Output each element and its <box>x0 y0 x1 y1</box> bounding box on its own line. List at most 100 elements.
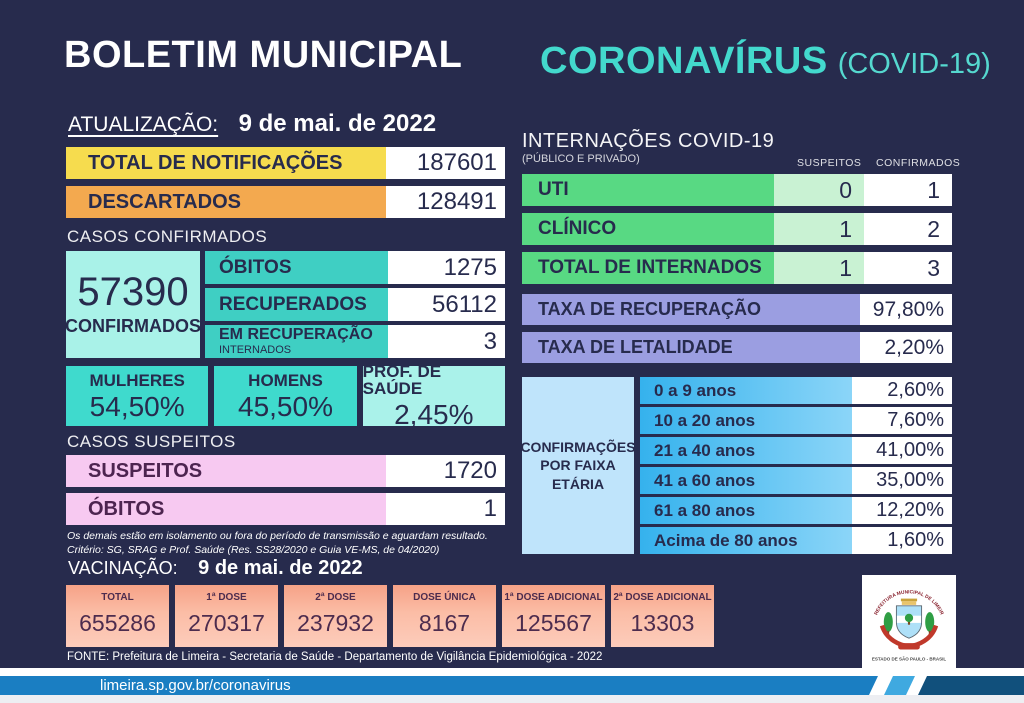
brand-heading: CORONAVÍRUS (COVID-19) <box>540 40 991 83</box>
recovery-rate-value: 97,80% <box>860 294 952 325</box>
table-row: TOTAL DE INTERNADOS 1 3 <box>522 252 952 284</box>
suspects-label: SUSPEITOS <box>66 455 386 487</box>
notifications-table: TOTAL DE NOTIFICAÇÕES 187601 DESCARTADOS… <box>66 147 505 218</box>
clinical-confirmed-value: 2 <box>864 213 952 245</box>
age-61-80-label: 61 a 80 anos <box>640 497 852 524</box>
suspects-table: SUSPEITOS 1720 ÓBITOS 1 <box>66 455 505 525</box>
table-row: RECUPERADOS 56112 <box>205 288 505 321</box>
women-box: MULHERES 54,50% <box>66 366 209 426</box>
suspect-deaths-value: 1 <box>386 493 505 525</box>
age-41-60-value: 35,00% <box>852 467 952 494</box>
age-groups-side-label: CONFIRMAÇÕES POR FAIXA ETÁRIA <box>520 377 636 554</box>
men-value: 45,50% <box>238 390 333 422</box>
age-80-plus-value: 1,60% <box>852 527 952 554</box>
men-box: HOMENS 45,50% <box>214 366 357 426</box>
footer-url: limeira.sp.gov.br/coronavirus <box>100 677 291 694</box>
total-notifications-label: TOTAL DE NOTIFICAÇÕES <box>66 147 386 179</box>
lethality-rate-label: TAXA DE LETALIDADE <box>522 332 860 363</box>
in-recovery-sublabel: INTERNADOS <box>219 344 292 356</box>
page-title: BOLETIM MUNICIPAL <box>64 34 463 76</box>
total-hospitalized-confirmed-value: 3 <box>864 252 952 284</box>
table-row: TOTAL DE NOTIFICAÇÕES 187601 <box>66 147 505 179</box>
health-professionals-box: PROF. DE SAÚDE 2,45% <box>362 362 505 430</box>
suspects-notes: Os demais estão em isolamento ou fora do… <box>67 530 512 557</box>
recovery-rate-label: TAXA DE RECUPERAÇÃO <box>522 294 860 325</box>
confirmed-total-box: 57390 CONFIRMADOS <box>65 251 201 358</box>
crest-crown-base <box>901 601 917 605</box>
crest-bottom-text: ESTADO DE SÃO PAULO - BRASIL <box>872 656 947 662</box>
rates-table: TAXA DE RECUPERAÇÃO 97,80% TAXA DE LETAL… <box>522 294 952 363</box>
logo-box: PREFEITURA MUNICIPAL DE LIMEIRA ESTADO D… <box>862 575 956 669</box>
table-row: SUSPEITOS 1720 <box>66 455 505 487</box>
footer-bar: limeira.sp.gov.br/coronavirus <box>0 676 1024 695</box>
limeira-crest-logo: PREFEITURA MUNICIPAL DE LIMEIRA ESTADO D… <box>864 577 947 662</box>
table-row: 61 a 80 anos 12,20% <box>640 497 952 524</box>
table-row: 10 a 20 anos 7,60% <box>640 407 952 434</box>
table-row: CLÍNICO 1 2 <box>522 213 952 245</box>
footer-bar-blue <box>0 676 878 695</box>
clinical-label: CLÍNICO <box>522 213 774 245</box>
vaccination-dose1-label: 1ª DOSE <box>206 592 247 603</box>
footer-stripe-dark <box>918 676 1024 695</box>
source-note: FONTE: Prefeitura de Limeira - Secretari… <box>67 651 603 663</box>
lethality-rate-value: 2,20% <box>860 332 952 363</box>
health-professionals-value: 2,45% <box>394 399 474 430</box>
table-row: EM RECUPERAÇÃO INTERNADOS 3 <box>205 325 505 358</box>
deaths-value: 1275 <box>388 251 505 284</box>
table-row: Acima de 80 anos 1,60% <box>640 527 952 554</box>
vaccination-single-dose-label: DOSE ÚNICA <box>413 592 476 603</box>
vaccination-total-label: TOTAL <box>101 592 134 603</box>
icu-confirmed-value: 1 <box>864 174 952 206</box>
footer-stripe-light-blue <box>884 676 915 695</box>
age-80-plus-label: Acima de 80 anos <box>640 527 852 554</box>
vaccination-cell-dose1: 1ª DOSE 270317 <box>175 585 278 647</box>
confirmed-total-value: 57390 <box>77 270 189 314</box>
vaccination-dose2-label: 2ª DOSE <box>315 592 356 603</box>
update-line: ATUALIZAÇÃO: 9 de mai. de 2022 <box>68 110 436 138</box>
crest-tree <box>904 613 914 623</box>
age-groups-table: CONFIRMAÇÕES POR FAIXA ETÁRIA 0 a 9 anos… <box>520 377 952 554</box>
crest-left-tree <box>883 612 893 632</box>
table-row: ÓBITOS 1275 <box>205 251 505 284</box>
suspects-value: 1720 <box>386 455 505 487</box>
table-row: UTI 0 1 <box>522 174 952 206</box>
confirmed-section-label: CASOS CONFIRMADOS <box>67 227 268 246</box>
vaccination-dose2-value: 237932 <box>297 610 374 636</box>
update-label: ATUALIZAÇÃO: <box>68 113 219 136</box>
table-row: TAXA DE LETALIDADE 2,20% <box>522 332 952 363</box>
age-0-9-label: 0 a 9 anos <box>640 377 852 404</box>
table-row: 0 a 9 anos 2,60% <box>640 377 952 404</box>
footer-white-strip <box>0 668 1024 676</box>
total-hospitalized-label: TOTAL DE INTERNADOS <box>522 252 774 284</box>
table-row: TAXA DE RECUPERAÇÃO 97,80% <box>522 294 952 325</box>
age-10-20-value: 7,60% <box>852 407 952 434</box>
in-recovery-label: EM RECUPERAÇÃO INTERNADOS <box>205 325 388 358</box>
vaccination-cell-dose2: 2ª DOSE 237932 <box>284 585 387 647</box>
hospitalizations-title: INTERNAÇÕES COVID-19 <box>522 130 775 152</box>
column-header-suspects: SUSPEITOS <box>797 157 862 169</box>
vaccination-cell-total: TOTAL 655286 <box>66 585 169 647</box>
vaccination-booster1-label: 1ª DOSE ADICIONAL <box>504 592 603 603</box>
update-date: 9 de mai. de 2022 <box>238 110 437 137</box>
footer-bottom-strip <box>0 695 1024 703</box>
hospitalizations-subtitle: (PÚBLICO E PRIVADO) <box>522 153 640 165</box>
age-61-80-value: 12,20% <box>852 497 952 524</box>
table-row: ÓBITOS 1 <box>66 493 505 525</box>
in-recovery-value: 3 <box>388 325 505 358</box>
vaccination-dose1-value: 270317 <box>188 610 265 636</box>
age-0-9-value: 2,60% <box>852 377 952 404</box>
men-label: HOMENS <box>248 370 323 390</box>
brand-name: CORONAVÍRUS <box>540 40 828 82</box>
deaths-label: ÓBITOS <box>205 251 388 284</box>
age-21-40-label: 21 a 40 anos <box>640 437 852 464</box>
vaccination-date: 9 de mai. de 2022 <box>198 557 363 579</box>
confirmed-total-caption: CONFIRMADOS <box>65 316 201 336</box>
confirmed-rows: ÓBITOS 1275 RECUPERADOS 56112 EM RECUPER… <box>205 251 505 358</box>
age-21-40-value: 41,00% <box>852 437 952 464</box>
note-line-1: Os demais estão em isolamento ou fora do… <box>67 530 488 542</box>
vaccination-booster2-value: 13303 <box>630 610 695 636</box>
health-professionals-label: PROF. DE SAÚDE <box>362 362 442 398</box>
brand-suffix: (COVID-19) <box>837 48 991 80</box>
women-label: MULHERES <box>89 370 185 390</box>
